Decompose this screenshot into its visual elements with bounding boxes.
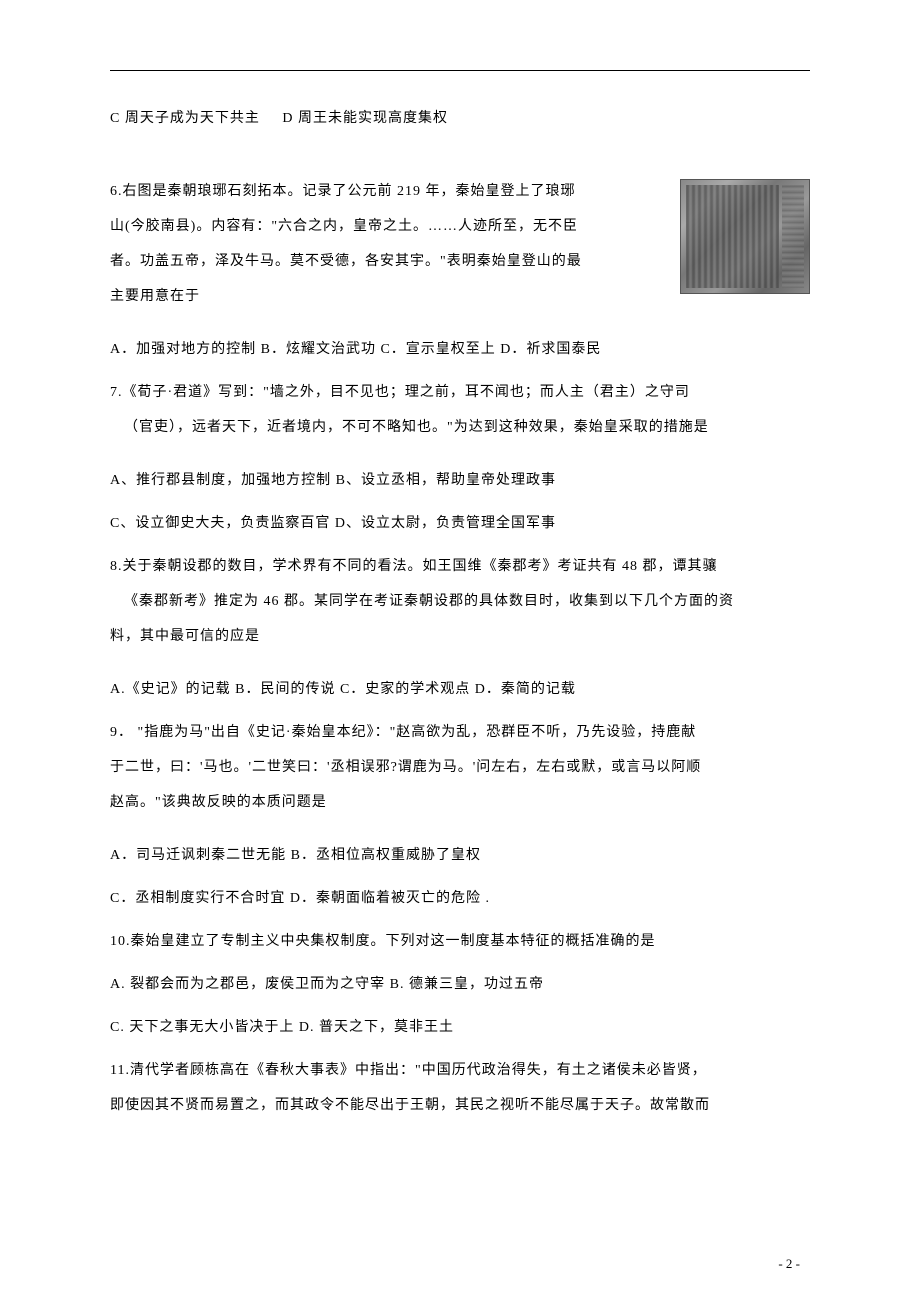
q11-line1: 11.清代学者顾栋高在《春秋大事表》中指出："中国历代政治得失，有土之诸侯未必皆… [110, 1053, 810, 1088]
q8-line2: 《秦郡新考》推定为 46 郡。某同学在考证秦朝设郡的具体数目时，收集到以下几个方… [110, 584, 810, 619]
q10-options-ab: A. 裂都会而为之郡邑，废侯卫而为之守宰 B. 德兼三皇，功过五帝 [110, 967, 810, 1002]
q6-options: A．加强对地方的控制 B．炫耀文治武功 C．宣示皇权至上 D．祈求国泰民 [110, 332, 810, 367]
question-8: 8.关于秦朝设郡的数目，学术界有不同的看法。如王国维《秦郡考》考证共有 48 郡… [110, 549, 810, 654]
q5-option-c: C 周天子成为天下共主 [110, 111, 260, 126]
question-11: 11.清代学者顾栋高在《春秋大事表》中指出："中国历代政治得失，有土之诸侯未必皆… [110, 1053, 810, 1123]
question-7: 7.《荀子·君道》写到："墙之外，目不见也；理之前，耳不闻也；而人主（君主）之守… [110, 375, 810, 445]
q9-options-cd: C．丞相制度实行不合时宜 D．秦朝面临着被灭亡的危险 . [110, 881, 810, 916]
question-6: 6.右图是秦朝琅琊石刻拓本。记录了公元前 219 年，秦始皇登上了琅琊 山(今胶… [110, 174, 810, 332]
q5-tail-options: C 周天子成为天下共主 D 周王未能实现高度集权 [110, 101, 810, 136]
q9-options-ab: A．司马迁讽刺秦二世无能 B．丞相位高权重威胁了皇权 [110, 838, 810, 873]
q7-line2: （官吏），远者天下，近者境内，不可不略知也。"为达到这种效果，秦始皇采取的措施是 [110, 410, 810, 445]
stone-inscription-image [680, 179, 810, 294]
q7-options-cd: C、设立御史大夫，负责监察百官 D、设立太尉，负责管理全国军事 [110, 506, 810, 541]
q8-line3: 料，其中最可信的应是 [110, 619, 810, 654]
question-10: 10.秦始皇建立了专制主义中央集权制度。下列对这一制度基本特征的概括准确的是 [110, 924, 810, 959]
q5-option-d: D 周王未能实现高度集权 [282, 111, 448, 126]
q8-options: A.《史记》的记载 B．民间的传说 C．史家的学术观点 D．秦简的记载 [110, 672, 810, 707]
q11-line2: 即使因其不贤而易置之，而其政令不能尽出于王朝，其民之视听不能尽属于天子。故常散而 [110, 1088, 810, 1123]
q8-line1: 8.关于秦朝设郡的数目，学术界有不同的看法。如王国维《秦郡考》考证共有 48 郡… [110, 549, 810, 584]
q9-line1: 9． "指鹿为马"出自《史记·秦始皇本纪》："赵高欲为乱，恐群臣不听，乃先设验，… [110, 715, 810, 750]
q7-line1: 7.《荀子·君道》写到："墙之外，目不见也；理之前，耳不闻也；而人主（君主）之守… [110, 375, 810, 410]
question-9: 9． "指鹿为马"出自《史记·秦始皇本纪》："赵高欲为乱，恐群臣不听，乃先设验，… [110, 715, 810, 820]
q9-line3: 赵高。"该典故反映的本质问题是 [110, 785, 810, 820]
q10-options-cd: C. 天下之事无大小皆决于上 D. 普天之下，莫非王土 [110, 1010, 810, 1045]
q9-line2: 于二世，曰：'马也。'二世笑曰：'丞相误邪?谓鹿为马。'问左右，左右或默，或言马… [110, 750, 810, 785]
q7-options-ab: A、推行郡县制度，加强地方控制 B、设立丞相，帮助皇帝处理政事 [110, 463, 810, 498]
page-number: - 2 - [778, 1256, 800, 1272]
page-divider [110, 70, 810, 71]
